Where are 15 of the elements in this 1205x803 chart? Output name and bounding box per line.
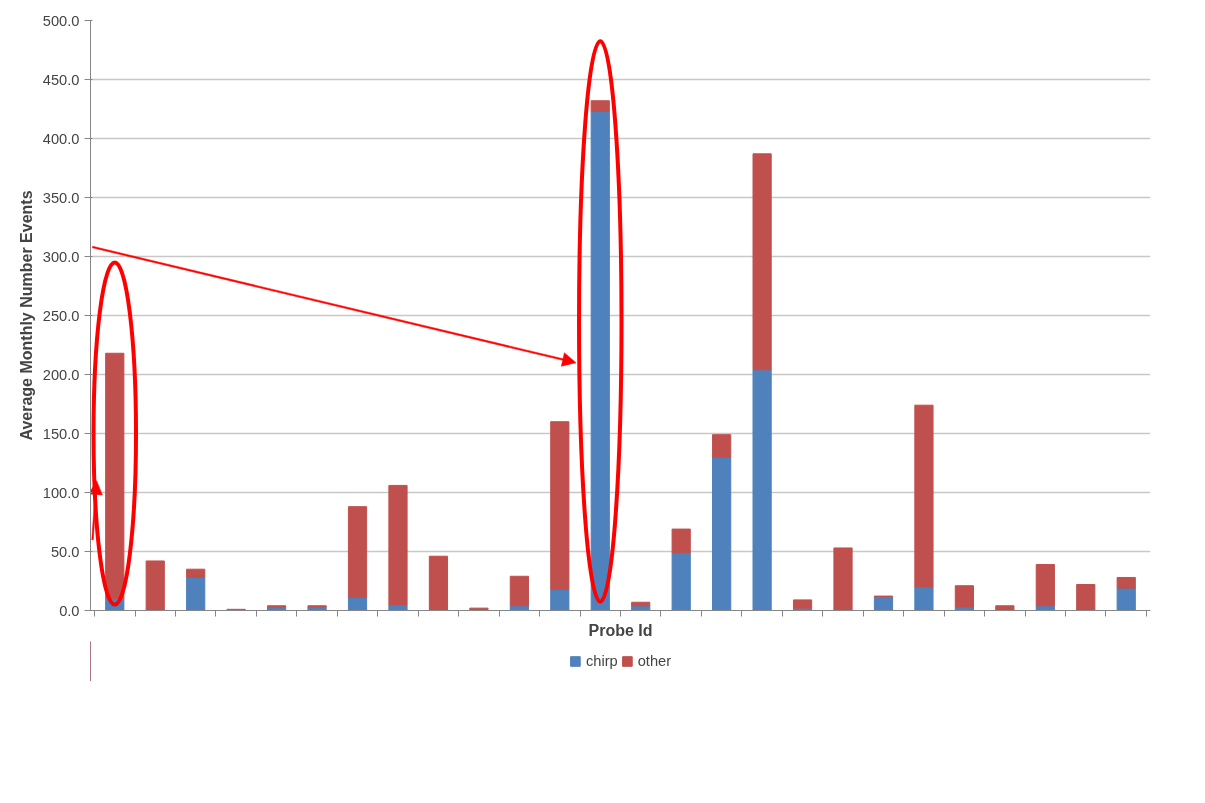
y-tick-label: 50.0	[50, 543, 80, 560]
y-tick-label: 150.0	[42, 425, 80, 442]
y-tick-label: 250.0	[42, 307, 80, 324]
x-axis-title: Probe Id	[588, 621, 653, 639]
y-tick-label: 350.0	[42, 189, 80, 206]
y-tick-label: 400.0	[42, 130, 80, 147]
y-tick-label: 450.0	[42, 71, 80, 88]
y-tick-label: 0.0	[59, 602, 80, 619]
y-tick-label: 100.0	[42, 484, 80, 501]
legend-label: chirp	[585, 653, 618, 669]
y-tick-label: 300.0	[42, 248, 80, 265]
y-axis-title: Average Monthly Number Events	[17, 190, 35, 441]
y-tick-label: 500.0	[42, 12, 80, 29]
y-tick-label: 200.0	[42, 366, 80, 383]
legend-label: other	[637, 653, 672, 669]
